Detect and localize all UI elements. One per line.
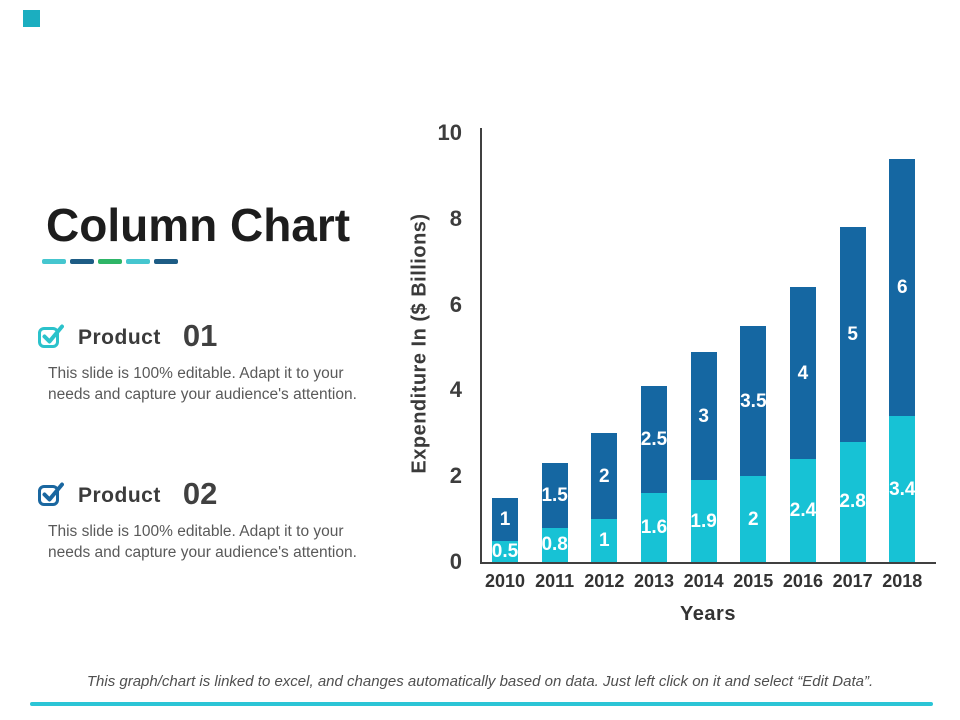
y-axis-title: Expenditure In ($ Billions): [408, 213, 431, 474]
bar-segment-2016-top: 4: [789, 287, 816, 460]
bar-segment-2014-top: 3: [690, 351, 717, 481]
x-category-label: 2017: [832, 571, 873, 591]
bar-value-label: 0.5: [491, 540, 519, 562]
product-number: 01: [182, 318, 218, 353]
x-category-label: 2011: [535, 571, 575, 591]
page-title: Column Chart: [46, 199, 351, 251]
product-01-heading: Product 01: [38, 318, 378, 353]
bar-segment-2011-bottom: 0.8: [541, 527, 568, 562]
bar-value-label: 2: [748, 508, 759, 530]
bar-value-label: 1: [499, 508, 511, 530]
x-category-label: 2014: [683, 571, 724, 591]
bar-value-label: 1: [599, 530, 610, 552]
product-02-heading: Product 02: [38, 476, 378, 511]
bar-value-label: 6: [896, 276, 908, 298]
x-category-label: 2018: [882, 571, 923, 591]
product-01-description: This slide is 100% editable. Adapt it to…: [48, 364, 357, 403]
bar-value-label: 1.9: [690, 510, 717, 532]
title-underline-dashes: [42, 259, 178, 264]
x-category-label: 2013: [633, 571, 674, 591]
corner-accent-square: [23, 10, 40, 27]
title-dash: [70, 259, 94, 264]
bar-value-label: 5: [847, 324, 858, 346]
bar-value-label: 1.6: [640, 517, 668, 539]
product-02-description: This slide is 100% editable. Adapt it to…: [48, 522, 357, 561]
bar-segment-2015-bottom: 2: [740, 476, 767, 562]
bar-value-label: 2.5: [640, 429, 668, 451]
product-label: Product: [78, 325, 161, 349]
x-category-label: 2012: [584, 571, 625, 591]
y-tick-label: 0: [449, 549, 462, 574]
bar-segment-2013-top: 2.5: [640, 386, 668, 494]
bar-segment-2013-bottom: 1.6: [641, 493, 667, 562]
product-02-block: Product 02 This slide is 100% editable. …: [38, 476, 378, 563]
bar-segment-2017-top: 5: [839, 227, 866, 442]
bar-value-label: 4: [797, 362, 809, 384]
bar-value-label: 2.8: [839, 491, 866, 513]
bar-segment-2012-bottom: 1: [591, 519, 618, 562]
bar-value-label: 3.5: [740, 390, 767, 412]
x-category-label: 2015: [733, 571, 774, 591]
bottom-accent-line: [30, 702, 933, 706]
y-tick-label: 2: [449, 463, 462, 489]
product-number: 02: [182, 476, 218, 511]
product-label: Product: [78, 483, 161, 507]
bar-segment-2015-top: 3.5: [740, 326, 767, 477]
x-category-label: 2010: [484, 571, 526, 591]
bar-segment-2016-bottom: 2.4: [790, 459, 816, 562]
title-dash: [126, 259, 150, 264]
x-axis-title: Years: [680, 603, 736, 625]
x-category-label: 2016: [782, 571, 823, 591]
x-axis-line: [480, 562, 936, 564]
bar-value-label: 2: [599, 465, 610, 487]
bar-segment-2012-top: 2: [591, 433, 618, 520]
title-dash: [154, 259, 178, 264]
y-tick-label: 8: [449, 205, 462, 231]
title-dash: [98, 259, 122, 264]
y-axis-line: [480, 128, 482, 564]
y-tick-label: 6: [449, 291, 462, 317]
bar-segment-2018-bottom: 3.4: [889, 416, 915, 562]
bar-segment-2011-top: 1.5: [541, 463, 568, 528]
bar-segment-2018-top: 6: [889, 158, 916, 417]
checkbox-check-icon: [38, 324, 64, 348]
product-01-block: Product 01 This slide is 100% editable. …: [38, 318, 378, 405]
bar-segment-2017-bottom: 2.8: [839, 441, 866, 562]
footnote: This graph/chart is linked to excel, and…: [86, 673, 874, 690]
bar-segment-2010-bottom: 0.5: [491, 540, 519, 562]
y-tick-label: 4: [449, 377, 462, 403]
bar-segment-2014-bottom: 1.9: [690, 480, 717, 562]
title-dash: [42, 259, 66, 264]
y-tick-label: 10: [437, 120, 462, 145]
bar-segment-2010-top: 1: [492, 497, 518, 541]
bar-value-label: 2.4: [789, 500, 817, 521]
bar-value-label: 3.4: [889, 478, 916, 500]
bar-value-label: 3: [698, 405, 709, 427]
checkbox-check-icon: [38, 482, 64, 506]
bar-value-label: 0.8: [541, 534, 568, 556]
stacked-column-chart[interactable]: Expenditure In ($ Billions) Years 0 2 4 6 8 1…: [396, 110, 956, 640]
bar-value-label: 1.5: [541, 485, 568, 506]
